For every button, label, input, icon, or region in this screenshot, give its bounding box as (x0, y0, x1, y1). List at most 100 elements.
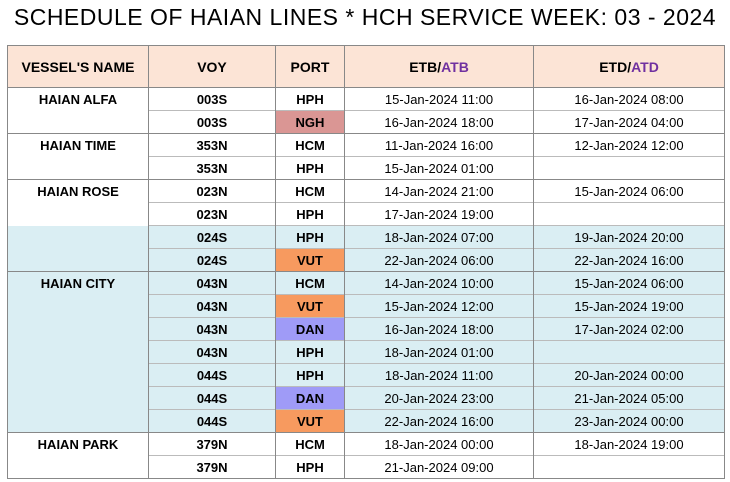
vessel-cell (7, 363, 149, 387)
table-row: 043N HPH 18-Jan-2024 01:00 (7, 340, 725, 364)
column-header: ETD/ATD (533, 45, 725, 88)
vessel-cell (7, 294, 149, 318)
etd-cell (533, 455, 725, 479)
voy-cell: 024S (148, 248, 276, 272)
etd-cell: 15-Jan-2024 06:00 (533, 179, 725, 203)
etb-cell: 21-Jan-2024 09:00 (344, 455, 534, 479)
vessel-cell: HAIAN CITY (7, 271, 149, 295)
table-row: HAIAN TIME 353N HCM 11-Jan-2024 16:00 12-Jan… (7, 133, 725, 157)
etd-cell: 17-Jan-2024 02:00 (533, 317, 725, 341)
voy-cell: 003S (148, 87, 276, 111)
etd-cell: 15-Jan-2024 06:00 (533, 271, 725, 295)
port-cell: HPH (275, 340, 345, 364)
table-row: 044S DAN 20-Jan-2024 23:00 21-Jan-2024 05:0… (7, 386, 725, 410)
etb-cell: 22-Jan-2024 16:00 (344, 409, 534, 433)
voy-cell: 379N (148, 455, 276, 479)
header-part: ATB (441, 58, 469, 75)
etb-cell: 18-Jan-2024 11:00 (344, 363, 534, 387)
port-cell: HCM (275, 179, 345, 203)
table-row: 024S VUT 22-Jan-2024 06:00 22-Jan-2024 16:0… (7, 248, 725, 272)
etb-cell: 14-Jan-2024 21:00 (344, 179, 534, 203)
etd-cell: 16-Jan-2024 08:00 (533, 87, 725, 111)
vessel-cell (7, 455, 149, 479)
vessel-cell (7, 317, 149, 341)
table-row: 043N DAN 16-Jan-2024 18:00 17-Jan-2024 02:0… (7, 317, 725, 341)
port-cell: HCM (275, 271, 345, 295)
vessel-cell (7, 248, 149, 272)
vessel-cell (7, 156, 149, 180)
vessel-cell: HAIAN ALFA (7, 87, 149, 111)
table-row: HAIAN ROSE 023N HCM 14-Jan-2024 21:00 15-Jan… (7, 179, 725, 203)
etb-cell: 15-Jan-2024 12:00 (344, 294, 534, 318)
vessel-cell (7, 110, 149, 134)
etd-cell: 18-Jan-2024 19:00 (533, 432, 725, 456)
etd-cell: 21-Jan-2024 05:00 (533, 386, 725, 410)
column-header: VESSEL'S NAME (7, 45, 149, 88)
voy-cell: 024S (148, 225, 276, 249)
header-part: ETB (409, 58, 438, 75)
voy-cell: 044S (148, 363, 276, 387)
table-row: 379N HPH 21-Jan-2024 09:00 (7, 455, 725, 479)
etb-cell: 16-Jan-2024 18:00 (344, 110, 534, 134)
port-cell: VUT (275, 248, 345, 272)
etb-cell: 11-Jan-2024 16:00 (344, 133, 534, 157)
column-header: VOY (148, 45, 276, 88)
vessel-cell (7, 386, 149, 410)
etb-cell: 22-Jan-2024 06:00 (344, 248, 534, 272)
table-row: 044S HPH 18-Jan-2024 11:00 20-Jan-2024 00:0… (7, 363, 725, 387)
table-body: HAIAN ALFA 003S HPH 15-Jan-2024 11:00 16-Jan… (7, 87, 725, 479)
title: SCHEDULE OF HAIAN LINES * HCH SERVICE WE… (13, 4, 717, 30)
voy-cell: 353N (148, 156, 276, 180)
etb-cell: 16-Jan-2024 18:00 (344, 317, 534, 341)
etb-cell: 18-Jan-2024 00:00 (344, 432, 534, 456)
etd-cell: 15-Jan-2024 19:00 (533, 294, 725, 318)
table-row: HAIAN ALFA 003S HPH 15-Jan-2024 11:00 16-Jan… (7, 87, 725, 111)
voy-cell: 353N (148, 133, 276, 157)
etb-cell: 14-Jan-2024 10:00 (344, 271, 534, 295)
vessel-cell: HAIAN TIME (7, 133, 149, 157)
port-cell: HPH (275, 455, 345, 479)
header-row: VESSEL'S NAME VOY PORT ETB/ATB ETD/ATD (7, 45, 725, 88)
etb-cell: 15-Jan-2024 01:00 (344, 156, 534, 180)
port-cell: HCM (275, 133, 345, 157)
table-row: 353N HPH 15-Jan-2024 01:00 (7, 156, 725, 180)
table-row: 044S VUT 22-Jan-2024 16:00 23-Jan-2024 00:0… (7, 409, 725, 433)
column-header: ETB/ATB (344, 45, 534, 88)
port-cell: DAN (275, 317, 345, 341)
header-part: / (627, 58, 632, 75)
etd-cell: 20-Jan-2024 00:00 (533, 363, 725, 387)
voy-cell: 379N (148, 432, 276, 456)
etd-cell: 12-Jan-2024 12:00 (533, 133, 725, 157)
port-cell: HPH (275, 87, 345, 111)
voy-cell: 003S (148, 110, 276, 134)
etb-cell: 20-Jan-2024 23:00 (344, 386, 534, 410)
etd-cell: 23-Jan-2024 00:00 (533, 409, 725, 433)
port-cell: HPH (275, 202, 345, 226)
etb-cell: 18-Jan-2024 01:00 (344, 340, 534, 364)
column-header: PORT (275, 45, 345, 88)
etd-cell (533, 156, 725, 180)
etb-cell: 18-Jan-2024 07:00 (344, 225, 534, 249)
vessel-cell: HAIAN PARK (7, 432, 149, 456)
voy-cell: 044S (148, 386, 276, 410)
etd-cell (533, 202, 725, 226)
header-part: / (437, 58, 442, 75)
port-cell: NGH (275, 110, 345, 134)
port-cell: HPH (275, 363, 345, 387)
table-row: HAIAN PARK 379N HCM 18-Jan-2024 00:00 18-Jan… (7, 432, 725, 456)
table-header: VESSEL'S NAME VOY PORT ETB/ATB ETD/ATD (7, 45, 725, 88)
table-row: 023N HPH 17-Jan-2024 19:00 (7, 202, 725, 226)
vessel-cell (7, 202, 149, 226)
port-cell: HCM (275, 432, 345, 456)
etd-cell (533, 340, 725, 364)
vessel-cell (7, 340, 149, 364)
voy-cell: 023N (148, 179, 276, 203)
voy-cell: 023N (148, 202, 276, 226)
etb-cell: 15-Jan-2024 11:00 (344, 87, 534, 111)
etd-cell: 17-Jan-2024 04:00 (533, 110, 725, 134)
table-row: 024S HPH 18-Jan-2024 07:00 19-Jan-2024 20:0… (7, 225, 725, 249)
table-row: HAIAN CITY 043N HCM 14-Jan-2024 10:00 15-Jan… (7, 271, 725, 295)
port-cell: HPH (275, 156, 345, 180)
vessel-cell (7, 225, 149, 249)
header-part: ATD (631, 58, 659, 75)
